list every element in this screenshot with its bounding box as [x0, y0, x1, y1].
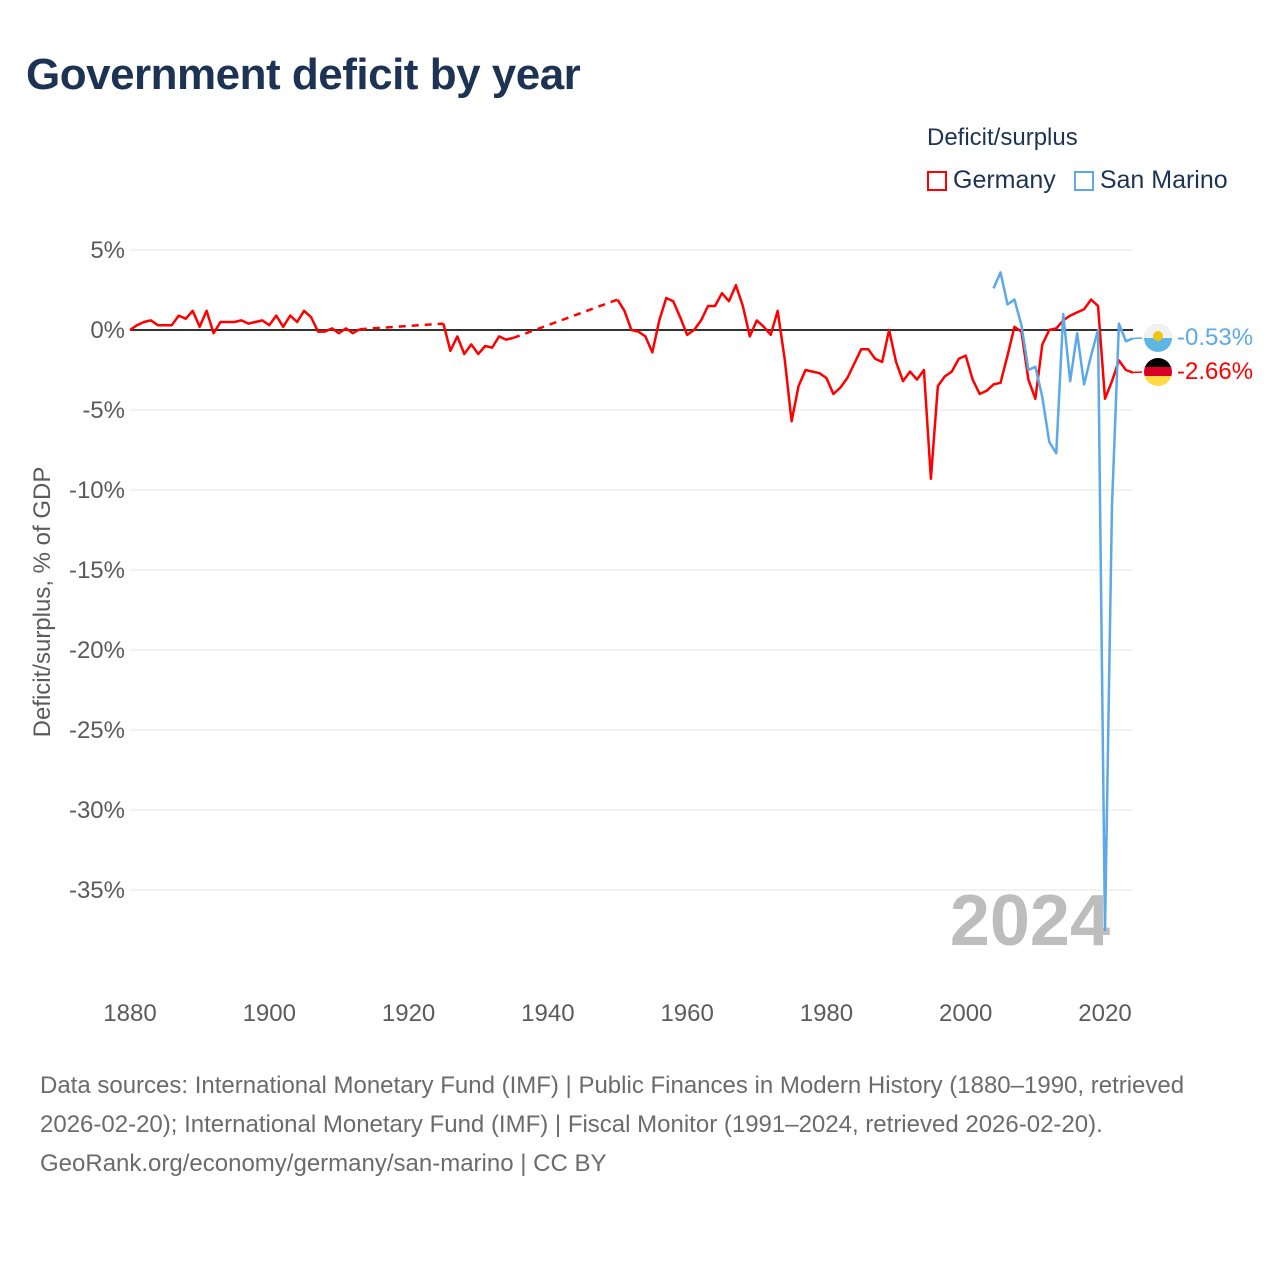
footer: Data sources: International Monetary Fun… [40, 1066, 1240, 1183]
x-tick-label: 2020 [1078, 1000, 1131, 1027]
y-tick-label: 5% [90, 237, 125, 264]
y-tick-label: 0% [90, 317, 125, 344]
end-label-germany: -2.66% [1144, 358, 1253, 386]
x-tick-label: 1960 [660, 1000, 713, 1027]
series-line-germany [442, 323, 514, 356]
legend-label: San Marino [1099, 166, 1228, 194]
data-sources: Data sources: International Monetary Fun… [40, 1072, 1185, 1138]
page-title: Government deficit by year [26, 50, 581, 99]
legend: Germany San Marino [927, 166, 1228, 195]
legend-item-san-marino[interactable]: San Marino [1073, 166, 1228, 195]
legend-swatch-germany [927, 170, 947, 191]
end-connector-germany [1132, 371, 1143, 374]
y-tick-label: -10% [69, 477, 125, 504]
legend-label: Germany [953, 166, 1056, 194]
x-tick-label: 1900 [243, 1000, 296, 1027]
y-tick-label: -5% [82, 397, 125, 424]
x-tick-label: 1920 [382, 1000, 435, 1027]
legend-swatch-san-marino [1073, 170, 1094, 191]
series-gap-germany [359, 322, 444, 331]
y-tick-label: -30% [69, 797, 125, 824]
x-tick-label: 1980 [800, 1000, 853, 1027]
series-line-germany [616, 283, 1134, 481]
series-line-san-marino [992, 271, 1134, 932]
chart: Deficit/surplus, % of GDP 5% 0% -5% -10% -15… [29, 237, 1253, 1027]
legend-title: Deficit/surplus [927, 124, 1078, 151]
y-axis-label: Deficit/surplus, % of GDP [29, 467, 56, 738]
series-gap-germany [512, 298, 618, 340]
legend-item-germany[interactable]: Germany [927, 166, 1056, 195]
germany-value-label: -2.66% [1177, 358, 1253, 385]
san-marino-value-label: -0.53% [1177, 324, 1253, 351]
end-label-san-marino: -0.53% [1144, 324, 1253, 352]
y-tick-label: -25% [69, 717, 125, 744]
germany-flag-icon [1144, 358, 1172, 386]
x-tick-label: 1940 [521, 1000, 574, 1027]
series-line-germany [129, 309, 361, 335]
x-tick-label: 2000 [939, 1000, 992, 1027]
y-tick-label: -35% [69, 877, 125, 904]
y-tick-label: -15% [69, 557, 125, 584]
year-watermark: 2024 [950, 881, 1110, 961]
credit-link[interactable]: GeoRank.org/economy/germany/san-marino |… [40, 1150, 607, 1177]
x-tick-label: 1880 [103, 1000, 156, 1027]
y-tick-label: -20% [69, 637, 125, 664]
